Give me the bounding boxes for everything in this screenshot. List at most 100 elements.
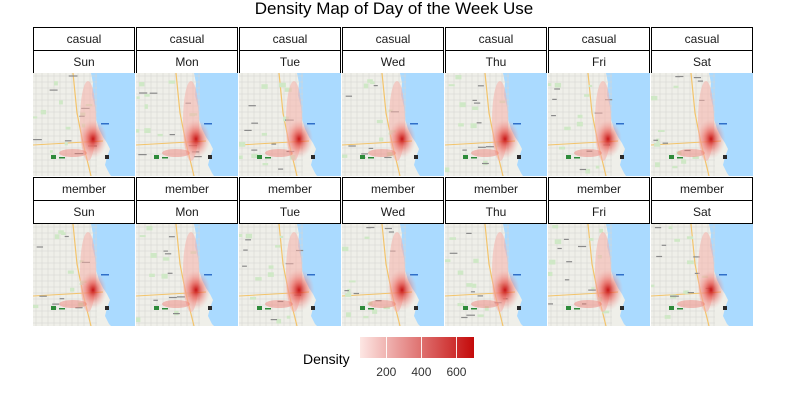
park xyxy=(157,133,163,137)
park xyxy=(459,102,466,108)
park xyxy=(564,126,571,131)
map-label xyxy=(477,146,486,148)
park xyxy=(458,123,464,127)
map-label xyxy=(277,300,284,303)
park xyxy=(685,290,689,295)
facet-strip-rider-type: member xyxy=(548,177,650,201)
park xyxy=(585,168,591,174)
map-label xyxy=(677,75,684,78)
density-spot xyxy=(368,149,396,157)
park xyxy=(363,83,369,89)
map-label xyxy=(719,123,727,125)
park xyxy=(139,235,146,238)
park xyxy=(279,235,284,239)
legend-tick-label: 400 xyxy=(411,365,432,379)
park xyxy=(61,232,66,236)
map-label xyxy=(548,303,554,305)
park xyxy=(651,284,655,288)
density-map-panel xyxy=(651,224,753,326)
park xyxy=(376,119,383,124)
facet-strip-rider-type: member xyxy=(342,177,444,201)
park xyxy=(284,87,292,92)
legend-tick-mark xyxy=(456,337,458,358)
density-peak xyxy=(79,271,107,309)
park xyxy=(139,82,145,87)
map-svg xyxy=(548,224,650,326)
map-label xyxy=(564,279,570,281)
density-peak xyxy=(388,119,416,159)
park xyxy=(449,237,457,240)
park xyxy=(687,260,694,265)
park-icon xyxy=(51,155,56,159)
map-label xyxy=(477,295,484,297)
density-peak xyxy=(490,119,520,159)
map-label xyxy=(242,265,247,267)
legend-tick-mark xyxy=(386,337,388,358)
map-label xyxy=(513,274,521,276)
park xyxy=(65,126,71,130)
map-label xyxy=(693,256,700,258)
park xyxy=(239,141,246,147)
facet-strip-day: Tue xyxy=(239,200,341,224)
map-label xyxy=(64,140,72,142)
map-label xyxy=(345,95,353,97)
map-label xyxy=(59,298,65,300)
park xyxy=(33,304,39,309)
map-label xyxy=(265,308,271,310)
park xyxy=(33,116,38,119)
map-svg xyxy=(651,73,753,176)
density-peak xyxy=(594,119,622,159)
map-label xyxy=(39,295,47,297)
map-label xyxy=(368,226,375,229)
map-label xyxy=(697,80,703,82)
map-svg xyxy=(239,73,341,176)
park xyxy=(161,273,168,279)
map-label xyxy=(470,291,475,293)
poi-icon xyxy=(208,306,212,310)
park xyxy=(70,287,75,292)
map-label xyxy=(554,88,561,90)
map-label xyxy=(149,92,158,94)
map-label xyxy=(557,247,562,250)
map-label xyxy=(677,308,683,310)
park-icon xyxy=(360,306,365,310)
park xyxy=(548,83,552,87)
park xyxy=(64,142,68,146)
park xyxy=(589,238,594,241)
park xyxy=(78,302,85,307)
map-label xyxy=(164,253,172,255)
density-peak xyxy=(696,119,726,159)
map-label xyxy=(270,319,278,321)
park xyxy=(554,239,562,245)
park-icon xyxy=(566,155,571,159)
map-label xyxy=(368,308,374,310)
map-label xyxy=(563,238,569,240)
park xyxy=(267,272,274,277)
map-label xyxy=(574,308,580,310)
park xyxy=(262,163,269,166)
map-label xyxy=(552,98,557,100)
map-label xyxy=(139,92,148,94)
park xyxy=(136,96,140,99)
park xyxy=(471,283,477,288)
map-svg xyxy=(445,73,547,176)
park xyxy=(49,150,53,153)
park xyxy=(261,84,268,89)
facet-strip-rider-type: member xyxy=(33,177,135,201)
map-label xyxy=(361,153,369,155)
facet-strip-day: Wed xyxy=(342,200,444,224)
legend-tick-mark xyxy=(421,337,423,358)
park-icon xyxy=(463,306,468,310)
facet-strip-day: Fri xyxy=(548,50,650,74)
density-map-panel xyxy=(548,73,650,176)
map-label xyxy=(662,142,669,144)
facet-strip-day: Mon xyxy=(136,50,238,74)
facet-strip-day: Sun xyxy=(33,200,135,224)
park xyxy=(342,246,349,252)
park xyxy=(448,84,455,87)
map-svg xyxy=(136,224,238,326)
map-label xyxy=(384,156,392,159)
park xyxy=(466,283,473,287)
park-icon xyxy=(669,306,674,310)
park xyxy=(473,258,479,263)
